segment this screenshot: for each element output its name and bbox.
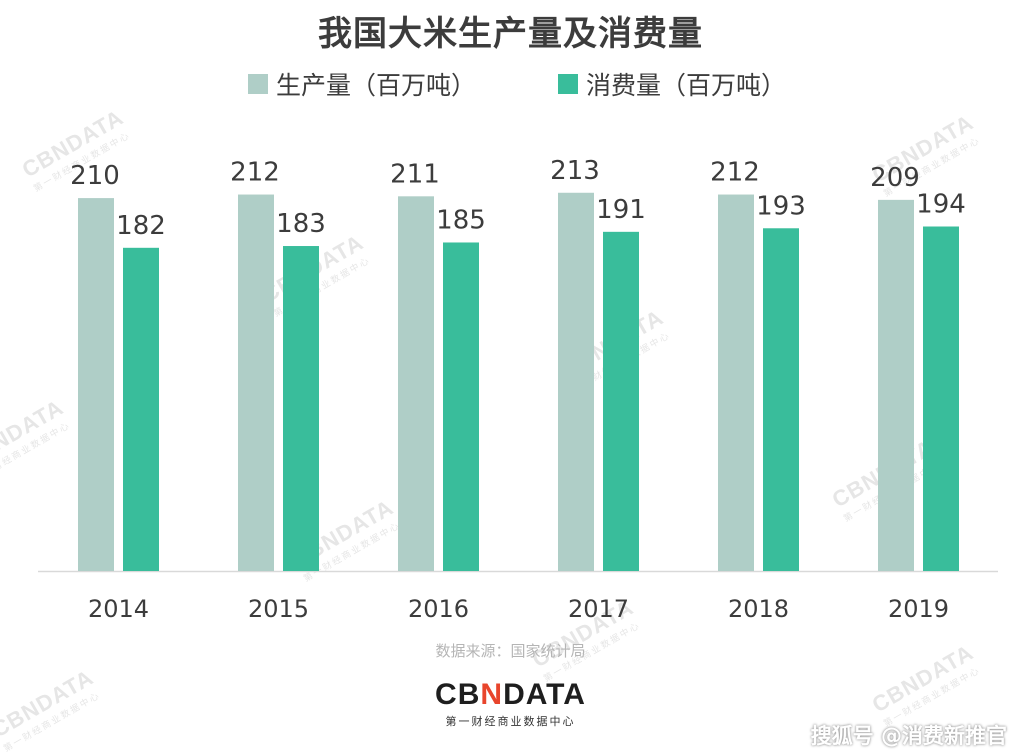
data-label: 191: [596, 195, 646, 225]
data-label: 209: [870, 163, 920, 193]
data-label: 211: [390, 159, 440, 189]
legend: 生产量（百万吨） 消费量（百万吨）: [0, 66, 1021, 102]
x-tick-label: 2017: [568, 595, 629, 623]
bar-consumption: [603, 231, 639, 571]
data-label: 210: [70, 161, 120, 191]
data-source: 数据来源：国家统计局: [435, 642, 586, 660]
legend-label-consumption: 消费量（百万吨）: [586, 71, 787, 100]
bar-consumption: [283, 246, 319, 572]
x-tick-label: 2015: [248, 595, 309, 623]
data-label: 212: [230, 158, 280, 188]
data-label: 182: [116, 211, 166, 241]
legend-item-production: 生产量（百万吨）: [248, 66, 476, 102]
legend-item-consumption: 消费量（百万吨）: [558, 66, 786, 102]
x-tick-label: 2014: [88, 595, 149, 623]
chart-title: 我国大米生产量及消费量: [318, 14, 703, 54]
data-label: 194: [916, 189, 966, 219]
cbndata-logo: CBNDATA 第一财经商业数据中心: [0, 678, 1021, 729]
bar-consumption: [763, 228, 799, 571]
bar-chart: 210 182 2014 212 183 2015 211 185 2016 213 191 2017…: [38, 156, 998, 623]
bar-consumption: [923, 226, 959, 572]
bar-production: [398, 196, 434, 571]
x-tick-label: 2018: [728, 595, 789, 623]
data-label: 185: [436, 205, 486, 235]
data-label: 213: [550, 156, 600, 186]
bar-consumption: [123, 247, 159, 571]
data-label: 183: [276, 209, 326, 239]
legend-swatch-production: [248, 74, 268, 94]
bar-production: [718, 194, 754, 571]
bar-production: [78, 198, 114, 571]
source-credit: 搜狐号 @消费新推官: [810, 724, 1007, 748]
data-label: 212: [710, 158, 760, 188]
data-label: 193: [756, 191, 806, 221]
legend-swatch-consumption: [558, 74, 578, 94]
bar-production: [238, 194, 274, 571]
bar-consumption: [443, 242, 479, 571]
legend-label-production: 生产量（百万吨）: [276, 71, 477, 100]
x-tick-label: 2016: [408, 595, 469, 623]
x-tick-label: 2019: [888, 595, 949, 623]
logo-subtitle: 第一财经商业数据中心: [445, 715, 576, 728]
logo-wordmark: CBNDATA: [435, 678, 586, 711]
bar-production: [558, 192, 594, 571]
bar-production: [878, 199, 914, 571]
